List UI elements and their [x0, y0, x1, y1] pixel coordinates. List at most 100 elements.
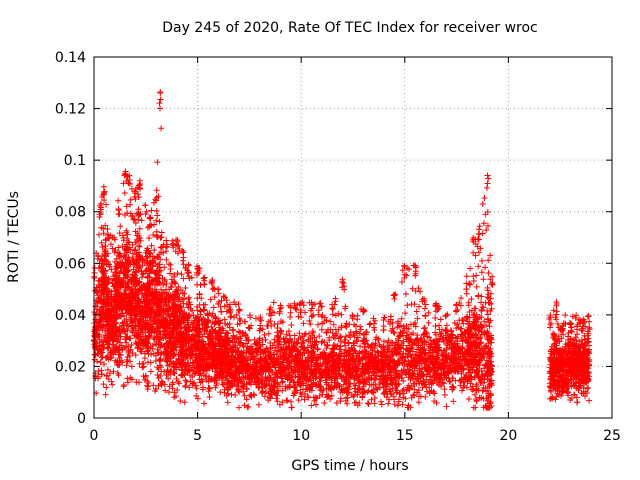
- data-point: [154, 159, 161, 166]
- data-point: [157, 234, 164, 241]
- data-point: [98, 298, 105, 305]
- data-point: [327, 318, 334, 325]
- data-point: [105, 344, 112, 351]
- data-point: [159, 275, 166, 282]
- data-point: [170, 278, 177, 285]
- data-point: [177, 344, 184, 351]
- data-point: [119, 232, 126, 239]
- data-point: [115, 244, 122, 251]
- data-point: [95, 373, 102, 380]
- data-point: [138, 268, 145, 275]
- data-point: [158, 296, 165, 303]
- data-point: [116, 292, 123, 299]
- data-point: [134, 191, 141, 198]
- data-point: [149, 262, 156, 269]
- data-point: [127, 346, 134, 353]
- data-point: [174, 338, 181, 345]
- data-point: [157, 373, 164, 380]
- data-point: [136, 243, 143, 250]
- data-point: [122, 253, 129, 260]
- data-point: [415, 285, 422, 292]
- data-point: [137, 263, 144, 270]
- data-point: [171, 271, 178, 278]
- data-point: [314, 321, 321, 328]
- data-point: [273, 395, 280, 402]
- data-point: [188, 343, 195, 350]
- data-point: [159, 379, 166, 386]
- data-point: [127, 318, 134, 325]
- data-point: [106, 318, 113, 325]
- data-point: [102, 253, 109, 260]
- data-point: [175, 351, 182, 358]
- data-point: [147, 291, 154, 298]
- data-point: [124, 375, 131, 382]
- data-point: [100, 230, 107, 237]
- data-point: [105, 296, 112, 303]
- data-point: [98, 224, 105, 231]
- data-point: [162, 387, 169, 394]
- data-point: [186, 368, 193, 375]
- data-point: [265, 330, 272, 337]
- data-point: [176, 246, 183, 253]
- data-point: [185, 262, 192, 269]
- data-point: [121, 189, 128, 196]
- data-point: [137, 306, 144, 313]
- data-point: [127, 246, 134, 253]
- data-point: [171, 279, 178, 286]
- data-point: [129, 255, 136, 262]
- data-point: [132, 268, 139, 275]
- data-point: [123, 322, 130, 329]
- data-point: [133, 379, 140, 386]
- data-point: [182, 383, 189, 390]
- data-point: [132, 228, 139, 235]
- data-point: [144, 386, 151, 393]
- data-point: [153, 385, 160, 392]
- data-point: [150, 231, 157, 238]
- data-point: [188, 352, 195, 359]
- data-point: [210, 285, 217, 292]
- data-point: [137, 348, 144, 355]
- data-point: [132, 246, 139, 253]
- data-point: [144, 382, 151, 389]
- data-point: [182, 352, 189, 359]
- data-point: [189, 327, 196, 334]
- data-point: [158, 125, 165, 132]
- data-point: [163, 280, 170, 287]
- data-point: [170, 325, 177, 332]
- data-point: [108, 293, 115, 300]
- data-point: [178, 271, 185, 278]
- data-point: [176, 294, 183, 301]
- data-point: [99, 244, 106, 251]
- data-point: [385, 400, 392, 407]
- data-point: [192, 382, 199, 389]
- data-point: [175, 306, 182, 313]
- data-point: [171, 314, 178, 321]
- data-point: [103, 274, 110, 281]
- data-point: [128, 309, 135, 316]
- data-point: [123, 266, 130, 273]
- data-point: [129, 300, 136, 307]
- data-point: [399, 401, 406, 408]
- data-point: [164, 355, 171, 362]
- data-point: [188, 334, 195, 341]
- data-point: [140, 360, 147, 367]
- data-point: [137, 237, 144, 244]
- data-point: [167, 334, 174, 341]
- data-point: [288, 404, 295, 411]
- data-point: [158, 234, 165, 241]
- data-point: [164, 306, 171, 313]
- data-point: [116, 270, 123, 277]
- data-point: [123, 302, 130, 309]
- data-point: [128, 276, 135, 283]
- data-point: [201, 307, 208, 314]
- data-point: [174, 298, 181, 305]
- data-point: [288, 398, 295, 405]
- data-point: [124, 327, 131, 334]
- data-point: [145, 234, 152, 241]
- data-point: [136, 316, 143, 323]
- data-point: [122, 330, 129, 337]
- data-point: [181, 309, 188, 316]
- data-point: [165, 375, 172, 382]
- data-point: [171, 342, 178, 349]
- data-point: [156, 105, 163, 112]
